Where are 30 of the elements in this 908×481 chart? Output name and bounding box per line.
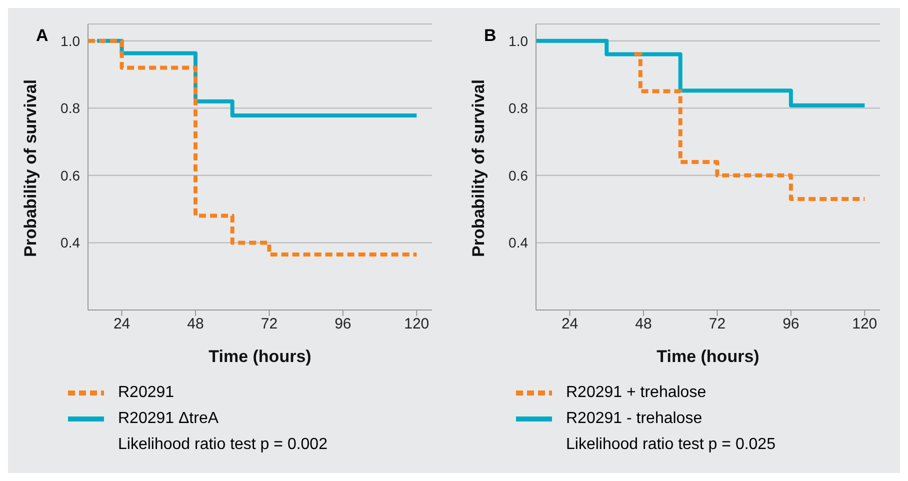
y-tick-label: 0.8 bbox=[60, 100, 80, 116]
legend-label: R20291 ΔtreA bbox=[118, 410, 219, 428]
legend-label: R20291 - trehalose bbox=[566, 410, 702, 428]
x-tick-label: 48 bbox=[635, 316, 652, 333]
x-axis-title: Time (hours) bbox=[208, 347, 312, 366]
x-tick-label: 48 bbox=[187, 316, 204, 333]
y-axis-title: Probability of survival bbox=[21, 79, 40, 257]
x-tick-label: 96 bbox=[782, 316, 800, 333]
y-tick-label: 1.0 bbox=[508, 32, 528, 49]
legend-label: R20291 bbox=[118, 384, 174, 402]
x-axis-title: Time (hours) bbox=[656, 347, 760, 366]
text: Likelihood ratio test p = 0.025 bbox=[566, 435, 776, 455]
x-tick-label: 72 bbox=[708, 316, 726, 333]
y-tick-label: 0.4 bbox=[60, 234, 80, 251]
y-tick-label: 0.6 bbox=[508, 167, 528, 184]
y-tick-label: 0.8 bbox=[508, 100, 528, 116]
x-tick-label: 24 bbox=[113, 316, 130, 333]
y-axis-title: Probability of survival bbox=[469, 79, 488, 257]
y-tick-label: 1.0 bbox=[60, 32, 80, 49]
chart-title: B bbox=[484, 26, 496, 46]
x-tick-label: 120 bbox=[404, 316, 430, 333]
y-tick-label: 0.6 bbox=[60, 167, 80, 184]
x-tick-label: 96 bbox=[334, 316, 352, 333]
x-tick-label: 24 bbox=[561, 316, 578, 333]
text: Likelihood ratio test p = 0.002 bbox=[118, 435, 328, 455]
x-tick-label: 120 bbox=[852, 316, 878, 333]
x-tick-label: 72 bbox=[260, 316, 278, 333]
legend-label: R20291 + trehalose bbox=[566, 384, 706, 402]
chart-title: A bbox=[36, 26, 48, 46]
y-tick-label: 0.4 bbox=[508, 234, 528, 251]
